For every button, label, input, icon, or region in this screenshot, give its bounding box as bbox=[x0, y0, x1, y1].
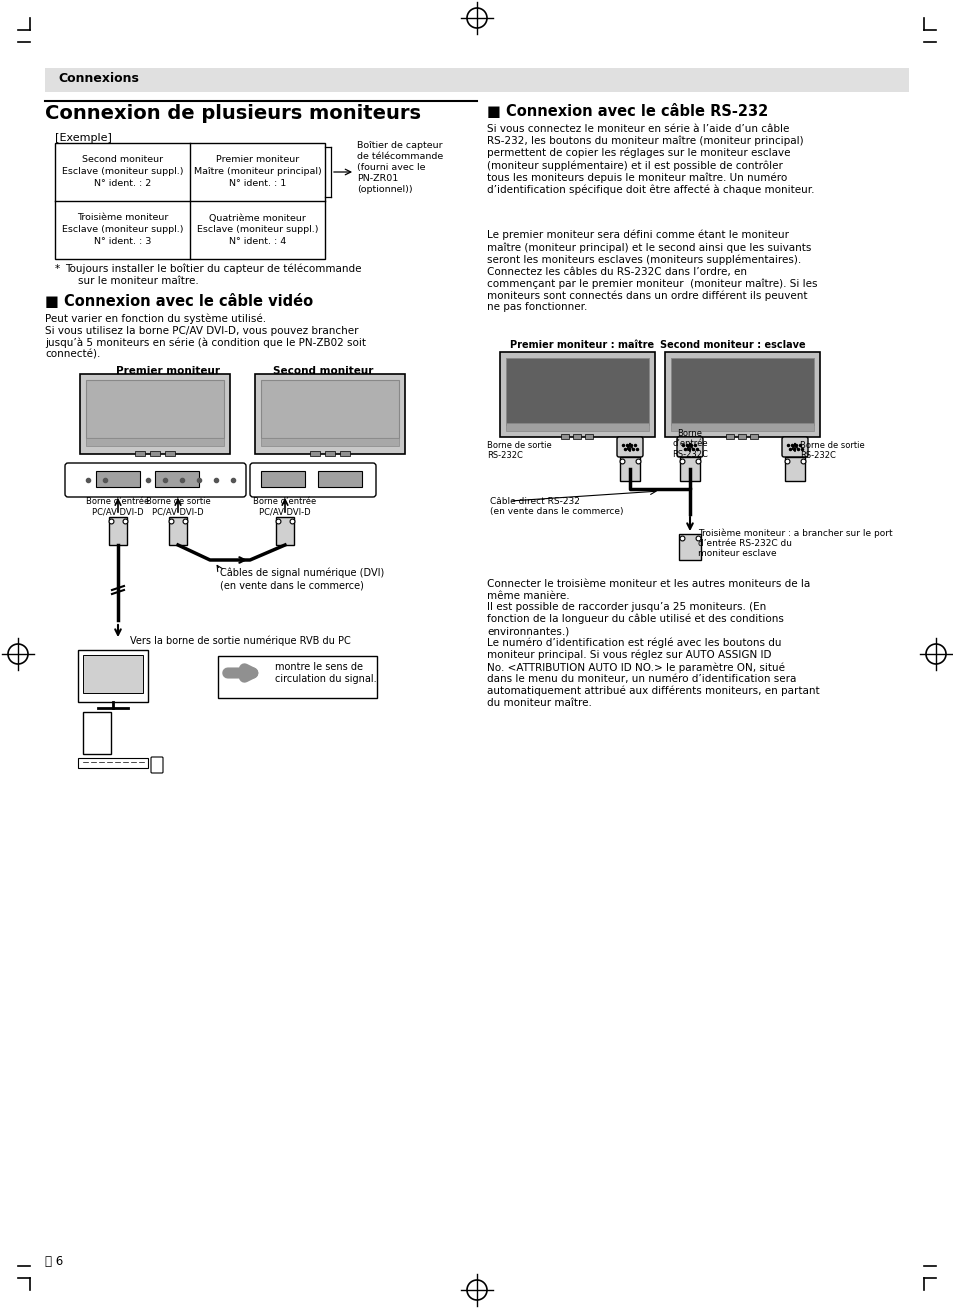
Bar bbox=[585, 434, 593, 439]
Text: Maître (moniteur principal): Maître (moniteur principal) bbox=[193, 167, 321, 177]
Bar bbox=[86, 381, 224, 438]
Text: montre le sens de
circulation du signal.: montre le sens de circulation du signal. bbox=[274, 662, 376, 684]
Text: PN-ZR01: PN-ZR01 bbox=[356, 174, 397, 183]
Bar bbox=[83, 712, 111, 753]
Text: Vers la borne de sortie numérique RVB du PC: Vers la borne de sortie numérique RVB du… bbox=[130, 634, 351, 646]
Bar bbox=[310, 451, 319, 456]
Bar bbox=[679, 534, 700, 560]
Bar bbox=[83, 655, 143, 693]
Text: Connexion de plusieurs moniteurs: Connexion de plusieurs moniteurs bbox=[45, 105, 420, 123]
Bar bbox=[254, 374, 405, 454]
Text: N° ident. : 3: N° ident. : 3 bbox=[93, 238, 151, 246]
FancyBboxPatch shape bbox=[65, 463, 246, 497]
Bar bbox=[505, 358, 648, 425]
Text: Premier moniteur: Premier moniteur bbox=[116, 366, 220, 375]
Bar bbox=[109, 517, 127, 545]
Bar bbox=[78, 650, 148, 702]
FancyBboxPatch shape bbox=[218, 657, 376, 698]
FancyBboxPatch shape bbox=[617, 437, 642, 456]
Text: Premier moniteur: Premier moniteur bbox=[215, 156, 299, 165]
Bar bbox=[275, 517, 294, 545]
Bar bbox=[664, 352, 820, 437]
FancyBboxPatch shape bbox=[151, 757, 163, 773]
Text: Second moniteur: Second moniteur bbox=[273, 366, 373, 375]
Bar bbox=[261, 471, 305, 487]
Bar bbox=[619, 456, 639, 481]
Bar bbox=[325, 451, 335, 456]
Text: (optionnel)): (optionnel)) bbox=[356, 184, 413, 194]
Text: ■ Connexion avec le câble RS-232: ■ Connexion avec le câble RS-232 bbox=[486, 105, 767, 119]
Bar bbox=[165, 451, 174, 456]
Text: Premier moniteur : maître: Premier moniteur : maître bbox=[510, 340, 654, 351]
Text: Esclave (moniteur suppl.): Esclave (moniteur suppl.) bbox=[62, 167, 183, 177]
Text: Le premier moniteur sera défini comme étant le moniteur
maître (moniteur princip: Le premier moniteur sera défini comme ét… bbox=[486, 230, 817, 313]
Text: Si vous connectez le moniteur en série à l’aide d’un câble
RS-232, les boutons d: Si vous connectez le moniteur en série à… bbox=[486, 124, 814, 195]
Text: Borne
d’entrée
RS-232C: Borne d’entrée RS-232C bbox=[671, 429, 707, 459]
FancyBboxPatch shape bbox=[781, 437, 807, 456]
Text: Connecter le troisième moniteur et les autres moniteurs de la
même manière.
Il e: Connecter le troisième moniteur et les a… bbox=[486, 579, 819, 708]
Bar bbox=[96, 471, 140, 487]
Text: de télécommande: de télécommande bbox=[356, 152, 443, 161]
Text: ■ Connexion avec le câble vidéo: ■ Connexion avec le câble vidéo bbox=[45, 294, 313, 309]
Bar bbox=[670, 422, 813, 432]
Text: Second moniteur: Second moniteur bbox=[82, 156, 163, 165]
Bar bbox=[80, 374, 230, 454]
Text: Connexions: Connexions bbox=[58, 72, 139, 85]
Text: N° ident. : 1: N° ident. : 1 bbox=[229, 179, 286, 188]
FancyBboxPatch shape bbox=[250, 463, 375, 497]
Text: Toujours installer le boîtier du capteur de télécommande
    sur le moniteur maî: Toujours installer le boîtier du capteur… bbox=[65, 264, 361, 286]
Text: N° ident. : 4: N° ident. : 4 bbox=[229, 238, 286, 246]
Text: Câbles de signal numérique (DVI)
(en vente dans le commerce): Câbles de signal numérique (DVI) (en ven… bbox=[220, 568, 384, 590]
Text: Câble direct RS-232
(en vente dans le commerce): Câble direct RS-232 (en vente dans le co… bbox=[490, 497, 623, 517]
Text: Borne d’entrée
PC/AV DVI-D: Borne d’entrée PC/AV DVI-D bbox=[253, 497, 316, 517]
Text: [Exemple]: [Exemple] bbox=[55, 133, 112, 143]
Bar bbox=[317, 471, 361, 487]
Bar bbox=[738, 434, 745, 439]
Bar bbox=[499, 352, 655, 437]
Text: Borne de sortie
RS-232C: Borne de sortie RS-232C bbox=[800, 441, 863, 460]
Bar bbox=[169, 517, 187, 545]
Text: Ⓕ 6: Ⓕ 6 bbox=[45, 1254, 63, 1267]
Text: Quatrième moniteur: Quatrième moniteur bbox=[209, 213, 306, 222]
Text: *: * bbox=[55, 264, 60, 273]
Text: Boîtier de capteur: Boîtier de capteur bbox=[356, 141, 442, 150]
Bar bbox=[86, 438, 224, 446]
Bar bbox=[339, 451, 350, 456]
Bar bbox=[726, 434, 734, 439]
Bar bbox=[561, 434, 569, 439]
Bar bbox=[750, 434, 758, 439]
Bar bbox=[261, 438, 398, 446]
Text: Esclave (moniteur suppl.): Esclave (moniteur suppl.) bbox=[196, 225, 318, 234]
Bar bbox=[679, 456, 700, 481]
Bar bbox=[784, 456, 804, 481]
FancyBboxPatch shape bbox=[677, 437, 702, 456]
Text: Troisième moniteur: Troisième moniteur bbox=[77, 213, 168, 222]
Text: Troisième moniteur : a brancher sur le port
d’entrée RS-232C du
moniteur esclave: Troisième moniteur : a brancher sur le p… bbox=[698, 528, 892, 559]
Bar bbox=[154, 471, 199, 487]
Text: Borne de sortie
PC/AV DVI-D: Borne de sortie PC/AV DVI-D bbox=[146, 497, 211, 517]
Bar bbox=[150, 451, 160, 456]
Text: Borne de sortie
RS-232C: Borne de sortie RS-232C bbox=[486, 441, 551, 460]
Bar bbox=[261, 381, 398, 438]
Bar bbox=[573, 434, 581, 439]
Text: N° ident. : 2: N° ident. : 2 bbox=[93, 179, 151, 188]
Bar bbox=[78, 759, 148, 768]
Bar bbox=[55, 143, 325, 259]
Bar bbox=[505, 422, 648, 432]
Text: Borne d’entrée
PC/AV DVI-D: Borne d’entrée PC/AV DVI-D bbox=[87, 497, 150, 517]
Bar bbox=[45, 68, 908, 92]
Text: Peut varier en fonction du système utilisé.
Si vous utilisez la borne PC/AV DVI-: Peut varier en fonction du système utili… bbox=[45, 314, 366, 360]
Text: Esclave (moniteur suppl.): Esclave (moniteur suppl.) bbox=[62, 225, 183, 234]
Bar bbox=[670, 358, 813, 425]
Text: Second moniteur : esclave: Second moniteur : esclave bbox=[659, 340, 804, 351]
Bar bbox=[135, 451, 145, 456]
Text: (fourni avec le: (fourni avec le bbox=[356, 164, 425, 171]
